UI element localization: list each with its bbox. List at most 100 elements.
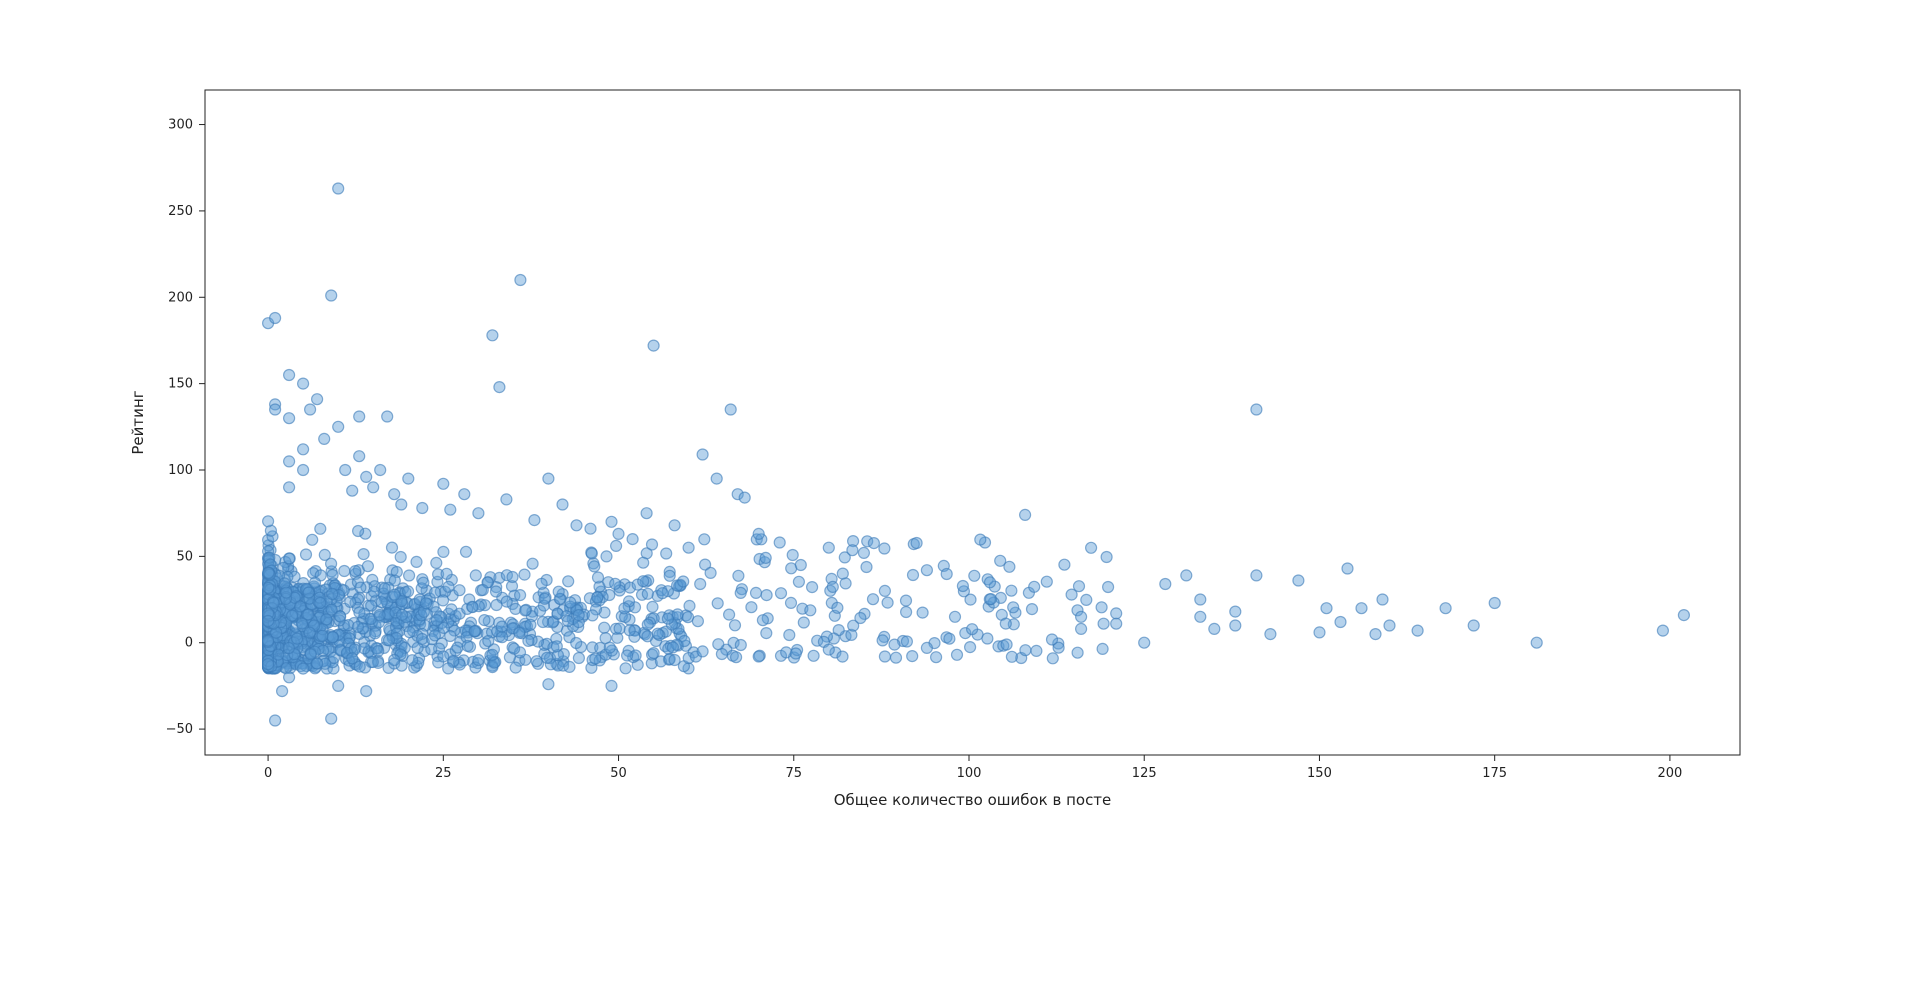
scatter-point [614,623,625,634]
scatter-point [599,622,610,633]
scatter-point [1377,594,1388,605]
scatter-point [669,655,680,666]
scatter-point [784,630,795,641]
scatter-point [563,576,574,587]
scatter-point [1384,620,1395,631]
scatter-point [1321,603,1332,614]
scatter-point [713,639,724,650]
scatter-point [298,465,309,476]
scatter-point [477,585,488,596]
scatter-point [298,378,309,389]
scatter-point [606,680,617,691]
scatter-point [354,411,365,422]
scatter-point [1096,602,1107,613]
y-tick-label: 50 [176,549,193,564]
scatter-point [373,646,384,657]
scatter-point [1265,629,1276,640]
scatter-point [908,570,919,581]
scatter-point [901,607,912,618]
scatter-point [969,570,980,581]
scatter-point [1111,608,1122,619]
scatter-point [593,572,604,583]
scatter-point [571,638,582,649]
x-tick-label: 100 [957,766,982,781]
scatter-point [823,644,834,655]
scatter-point [479,615,490,626]
scatter-point [270,404,281,415]
scatter-point [445,504,456,515]
scatter-point [739,492,750,503]
x-axis-label: Общее количество ошибок в посте [834,791,1112,809]
scatter-point [931,652,942,663]
scatter-point [798,617,809,628]
scatter-point [295,601,306,612]
scatter-point [404,627,415,638]
scatter-point [965,642,976,653]
scatter-point [305,404,316,415]
scatter-point [711,473,722,484]
scatter-point [417,634,428,645]
scatter-point [557,499,568,510]
scatter-point [1209,623,1220,634]
scatter-point [735,640,746,651]
scatter-point [921,642,932,653]
scatter-point [941,569,952,580]
scatter-point [263,516,274,527]
scatter-point [483,636,494,647]
scatter-point [263,582,274,593]
scatter-point [901,636,912,647]
scatter-point [1086,542,1097,553]
scatter-point [304,627,315,638]
scatter-point [389,489,400,500]
y-tick-label: 0 [185,636,193,651]
scatter-point [374,610,385,621]
x-tick-label: 75 [785,766,802,781]
scatter-point [361,471,372,482]
y-axis-label: Рейтинг [129,390,147,454]
scatter-point [1006,585,1017,596]
scatter-point [847,545,858,556]
scatter-point [1160,579,1171,590]
scatter-point [487,649,498,660]
scatter-point [292,633,303,644]
scatter-point [879,651,890,662]
scatter-point [438,651,449,662]
scatter-point [426,644,437,655]
scatter-point [565,597,576,608]
scatter-point [907,651,918,662]
scatter-point [387,542,398,553]
scatter-point [536,578,547,589]
scatter-point [965,594,976,605]
scatter-point [1342,563,1353,574]
scatter-point [725,404,736,415]
scatter-point [1657,625,1668,636]
x-tick-label: 175 [1482,766,1507,781]
scatter-point [1074,581,1085,592]
scatter-point [1111,618,1122,629]
scatter-point [647,539,658,550]
scatter-point [868,538,879,549]
scatter-point [957,581,968,592]
scatter-point [879,543,890,554]
scatter-point [553,586,564,597]
scatter-point [982,633,993,644]
scatter-point [1059,559,1070,570]
scatter-point [638,557,649,568]
scatter-point [537,617,548,628]
y-tick-label: 300 [168,118,193,133]
x-tick-label: 50 [610,766,627,781]
scatter-point [1103,582,1114,593]
scatter-point [610,578,621,589]
x-tick-label: 200 [1657,766,1682,781]
scatter-point [298,444,309,455]
scatter-point [695,579,706,590]
scatter-point [284,482,295,493]
scatter-point [1230,620,1241,631]
scatter-point [441,568,452,579]
scatter-point [438,595,449,606]
scatter-point [284,456,295,467]
scatter-point [657,588,668,599]
scatter-point [510,662,521,673]
scatter-point [1440,603,1451,614]
scatter-point [527,558,538,569]
